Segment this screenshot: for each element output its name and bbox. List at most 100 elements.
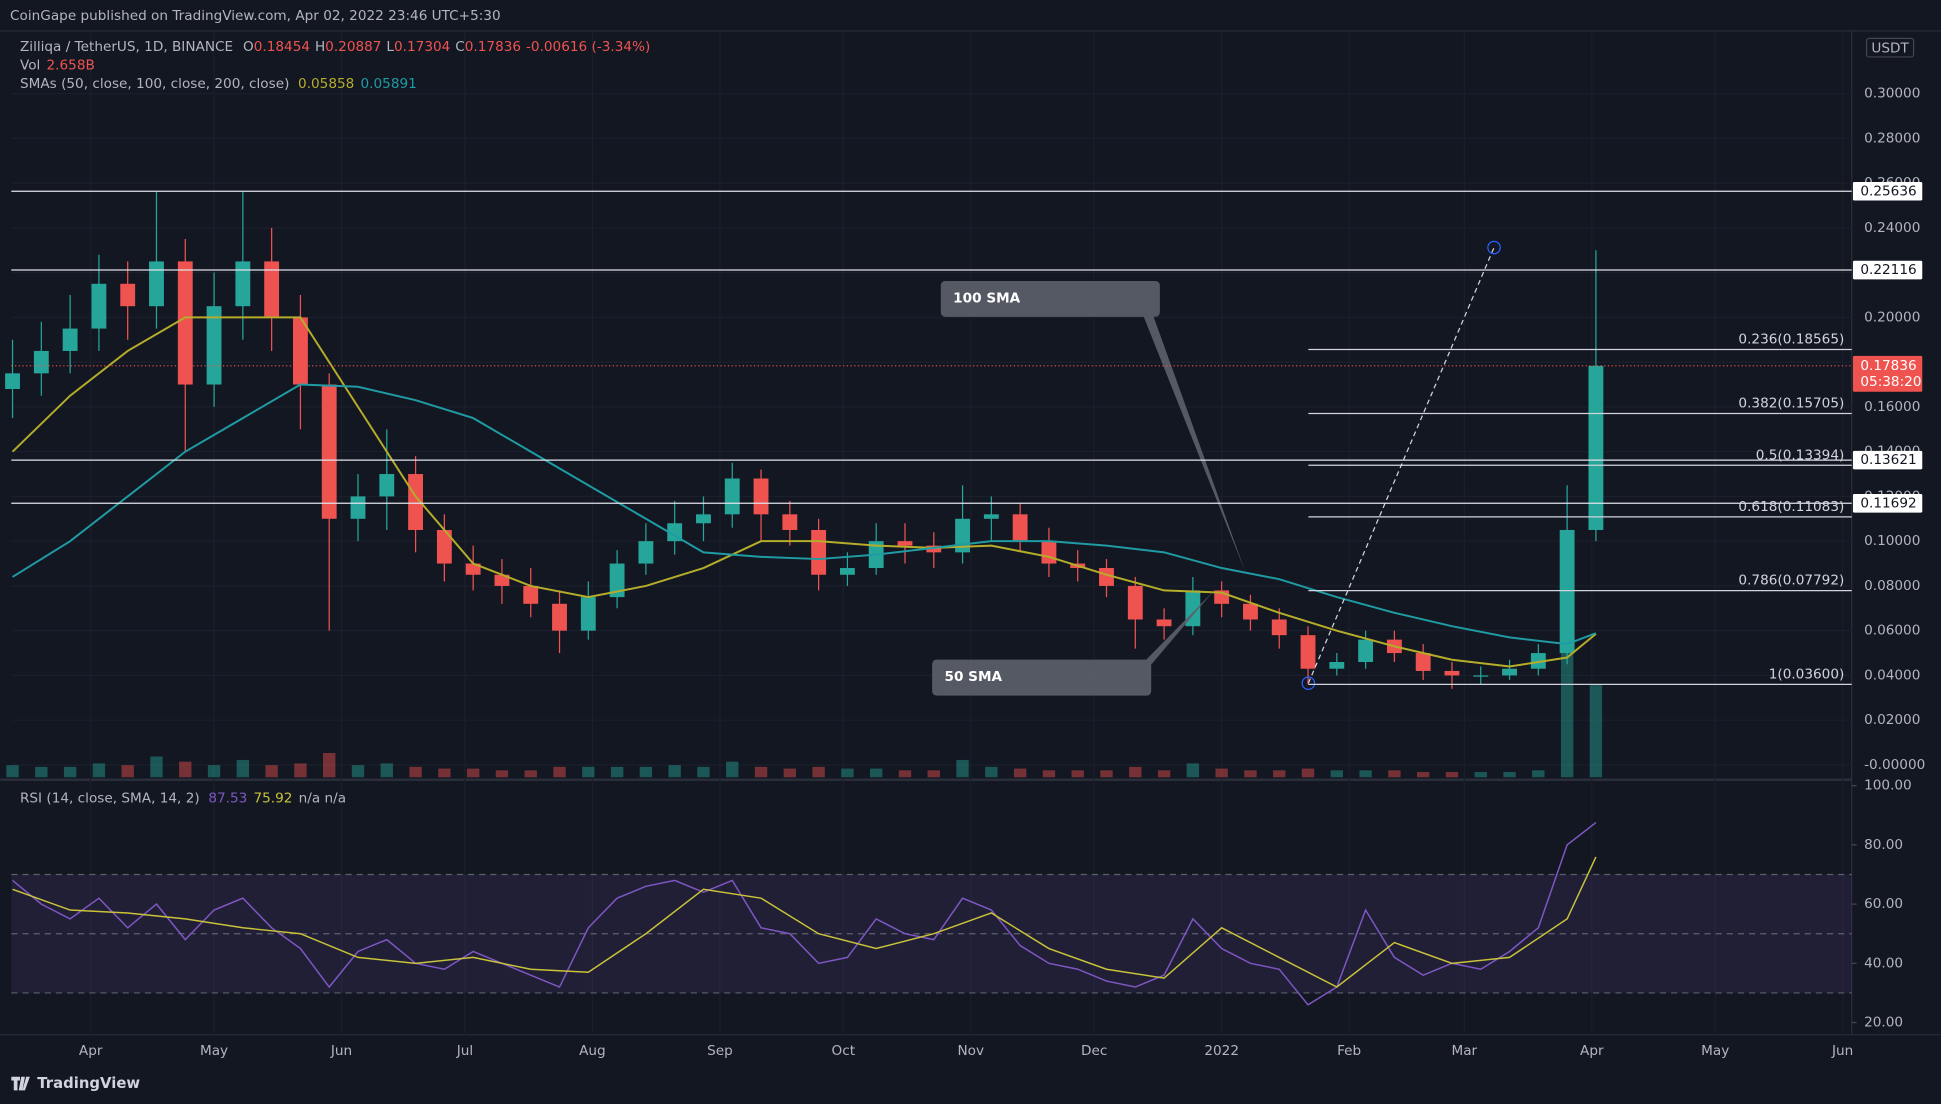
volume-bar: [1157, 770, 1171, 778]
level-label-box: [1852, 260, 1923, 280]
candle-body: [638, 541, 654, 564]
candle-body: [494, 574, 510, 586]
candle-body: [1300, 635, 1316, 669]
volume-bar: [323, 752, 336, 778]
candle-body: [149, 261, 164, 307]
x-tick-label: Jun: [330, 1043, 352, 1059]
candle-body: [408, 474, 424, 530]
volume-bar: [668, 765, 681, 778]
volume-bar: [265, 765, 278, 778]
volume-bar: [1388, 770, 1401, 778]
candle-body: [1473, 675, 1489, 677]
candle-body: [1271, 619, 1287, 636]
y-tick-label: 0.28000: [1864, 130, 1920, 146]
y-tick-label: 0.06000: [1864, 623, 1920, 639]
x-tick-label: Apr: [79, 1043, 103, 1059]
legend-text: 0.05858: [298, 76, 354, 92]
volume-bar: [466, 768, 480, 778]
candle-body: [1156, 619, 1172, 627]
volume-bar: [1244, 770, 1257, 778]
x-tick-label: Mar: [1451, 1043, 1477, 1059]
legend-text: 0.20887: [325, 39, 381, 55]
candle-body: [62, 328, 78, 351]
volume-bar: [1301, 768, 1315, 778]
legend-text: C: [455, 39, 465, 55]
candle-body: [1243, 603, 1258, 620]
volume-bar: [1071, 770, 1084, 778]
candle-body: [5, 373, 20, 389]
volume-bar: [754, 766, 768, 778]
volume-bar: [1186, 763, 1200, 778]
volume-bar: [697, 766, 710, 778]
candle-body: [782, 514, 798, 530]
legend-text: 2.658B: [47, 58, 95, 74]
legend-text: O: [243, 39, 254, 55]
fib-label: 0.618(0.11083): [1738, 499, 1844, 515]
volume-bar: [1359, 770, 1372, 778]
logo-icon: [11, 1076, 30, 1091]
candle-body: [293, 317, 308, 385]
y-tick-label: 0.16000: [1864, 399, 1920, 415]
level-label-box: [1852, 494, 1923, 513]
y-tick-label: 40.00: [1864, 955, 1903, 971]
volume-bar: [495, 770, 509, 778]
legend-text: Zilliqa / TetherUS, 1D, BINANCE: [20, 39, 233, 55]
level-label-box: [1852, 450, 1923, 470]
volume-bar: [380, 763, 393, 778]
volume-bar: [1129, 766, 1142, 778]
annotation-label: 50 SMA: [945, 669, 1003, 685]
x-tick-label: May: [200, 1043, 228, 1059]
volume-bar: [524, 770, 537, 778]
legend-text: 0.17836: [465, 39, 521, 55]
candle-body: [1012, 514, 1028, 542]
brand: TradingView: [37, 1074, 140, 1092]
candle-body: [1127, 585, 1143, 620]
fib-label: 0.5(0.13394): [1756, 447, 1845, 463]
candle-body: [1415, 653, 1431, 671]
candle-body: [33, 350, 49, 374]
sma-line: [11, 316, 1597, 668]
y-tick-label: 0.24000: [1864, 220, 1920, 236]
y-tick-label: 0.30000: [1864, 86, 1920, 102]
x-tick-label: Apr: [1580, 1043, 1604, 1059]
y-tick-label: 100.00: [1864, 778, 1912, 794]
volume-bar: [92, 763, 106, 778]
candle-body: [552, 603, 567, 631]
legend-text: RSI (14, close, SMA, 14, 2): [20, 790, 200, 806]
legend-text: n/a n/a: [299, 790, 346, 806]
y-tick-label: -0.00000: [1864, 757, 1925, 773]
candle-body: [379, 474, 395, 497]
volume-bar: [1013, 768, 1027, 778]
volume-bar: [1100, 770, 1113, 778]
legend-text: 87.53: [208, 790, 247, 806]
candle-body: [839, 568, 855, 575]
rsi-ma-line: [12, 856, 1597, 988]
level-label: 0.22116: [1860, 262, 1916, 278]
candle-body: [696, 514, 711, 524]
volume-bar: [610, 766, 624, 778]
volume-bar: [351, 765, 365, 778]
candle-body: [91, 283, 107, 329]
fib-anchor: [1301, 676, 1316, 690]
candle-body: [1444, 670, 1460, 676]
volume-bar: [35, 766, 48, 778]
legend-text: L: [386, 39, 394, 55]
candle-body: [177, 261, 193, 385]
x-tick-label: May: [1701, 1043, 1729, 1059]
y-tick-label: 80.00: [1864, 837, 1903, 853]
level-label: 0.11692: [1860, 495, 1916, 511]
callout-100-sma: [940, 280, 1246, 572]
last-price-label: 0.17836: [1860, 358, 1916, 374]
volume-bar: [150, 756, 163, 778]
candle-body: [350, 496, 366, 519]
candle-body: [235, 261, 251, 307]
volume-bar: [63, 766, 77, 778]
legend-text: 75.92: [253, 790, 292, 806]
volume-bar: [639, 766, 653, 778]
volume-bar: [1474, 772, 1487, 778]
volume-bar: [985, 766, 998, 778]
x-tick-label: 2022: [1204, 1043, 1239, 1059]
fib-label: 1(0.03600): [1769, 666, 1845, 682]
volume-bar: [898, 770, 912, 778]
